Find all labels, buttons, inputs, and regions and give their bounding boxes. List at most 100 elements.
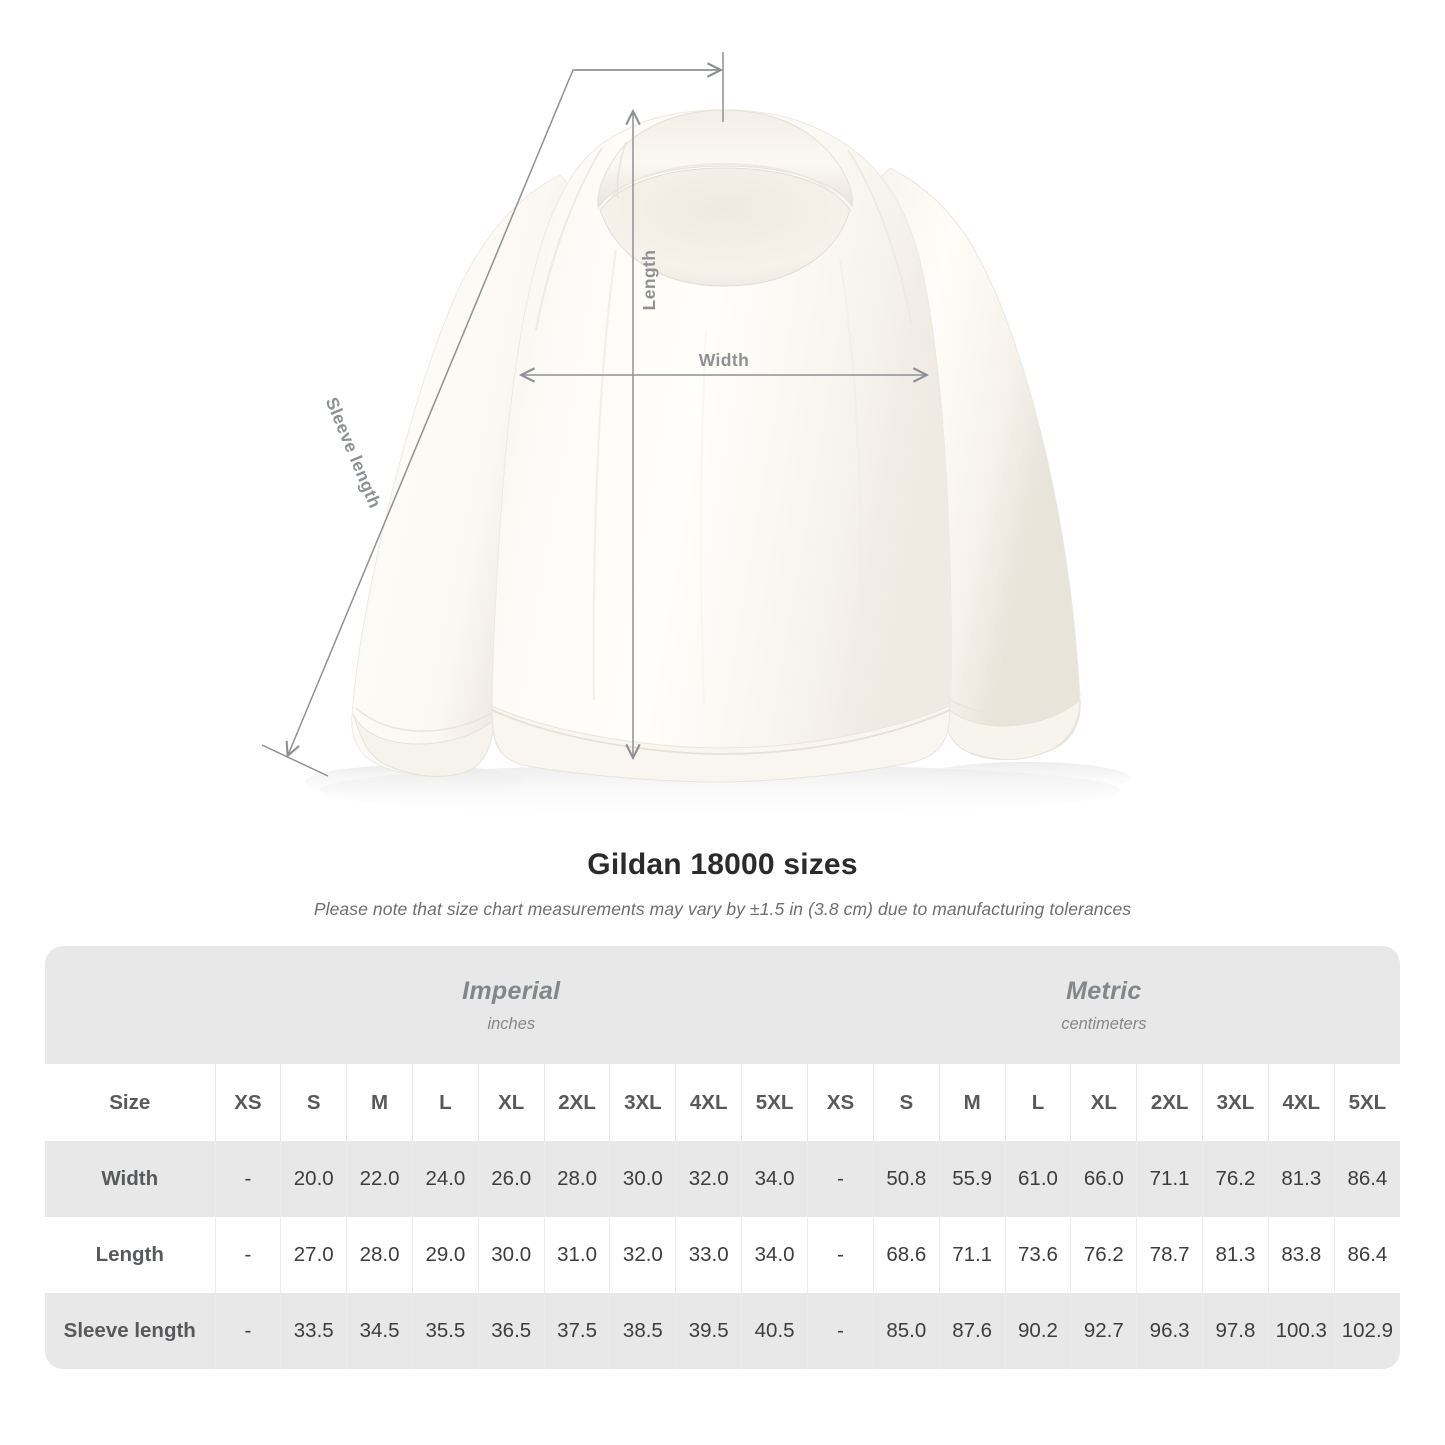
width-label: Width <box>699 350 749 370</box>
cell-length-imperial-xs: - <box>214 1217 281 1293</box>
cell-sleeve-imperial-m: 34.5 <box>346 1293 413 1369</box>
col-header-imperial-l: L <box>411 1064 479 1141</box>
sleeve-length-label: Sleeve length <box>322 394 386 511</box>
title-block: Gildan 18000 sizes Please note that size… <box>0 848 1445 920</box>
cell-width-imperial-3xl: 30.0 <box>609 1141 676 1217</box>
col-header-imperial-5xl: 5XL <box>741 1064 808 1141</box>
unit-group-imperial: Imperial inches <box>215 946 808 1064</box>
cell-sleeve-imperial-xl: 36.5 <box>477 1293 545 1369</box>
length-label: Length <box>639 250 659 311</box>
cell-sleeve-imperial-l: 35.5 <box>411 1293 479 1369</box>
cell-sleeve-imperial-2xl: 37.5 <box>543 1293 610 1369</box>
sleeve-length-end-tick <box>261 744 329 777</box>
cell-width-metric-2xl: 71.1 <box>1136 1141 1203 1217</box>
cell-sleeve-metric-4xl: 100.3 <box>1267 1293 1335 1369</box>
cell-width-imperial-2xl: 28.0 <box>543 1141 610 1217</box>
right-cuff <box>941 698 1081 760</box>
cell-length-imperial-3xl: 32.0 <box>609 1217 676 1293</box>
cell-sleeve-metric-xl: 92.7 <box>1070 1293 1137 1369</box>
cell-width-imperial-xs: - <box>214 1141 281 1217</box>
sleeve-shadow-right <box>920 762 1130 794</box>
col-header-metric-4xl: 4XL <box>1267 1064 1335 1141</box>
right-cuff-seam <box>941 693 1082 715</box>
unit-banner-row: Imperial inches Metric centimeters <box>45 946 1401 1064</box>
collar-outer <box>597 109 853 210</box>
col-header-imperial-m: M <box>346 1064 413 1141</box>
cell-width-imperial-l: 24.0 <box>411 1141 479 1217</box>
cell-width-metric-4xl: 81.3 <box>1267 1141 1335 1217</box>
cell-width-imperial-xl: 26.0 <box>477 1141 545 1217</box>
col-header-imperial-s: S <box>280 1064 347 1141</box>
tolerance-note: Please note that size chart measurements… <box>313 899 1132 919</box>
left-shoulder-seam <box>535 147 603 331</box>
sleeve-shadow-left <box>305 765 525 799</box>
garment-diagram-svg: Sleeve length Length Width <box>261 52 1130 816</box>
cell-length-imperial-l: 29.0 <box>411 1217 479 1293</box>
cell-width-metric-m: 55.9 <box>938 1141 1006 1217</box>
cell-sleeve-imperial-xs: - <box>214 1293 281 1369</box>
row-label-length: Length <box>45 1217 215 1293</box>
cell-length-metric-5xl: 86.4 <box>1333 1217 1401 1293</box>
cell-length-metric-4xl: 83.8 <box>1267 1217 1335 1293</box>
col-header-metric-l: L <box>1004 1064 1071 1141</box>
size-header-row: Size XS S M L XL 2XL 3XL 4XL 5XL XS S M … <box>45 1064 1401 1141</box>
col-header-imperial-xl: XL <box>477 1064 545 1141</box>
cell-width-imperial-s: 20.0 <box>280 1141 347 1217</box>
col-header-metric-xl: XL <box>1070 1064 1137 1141</box>
size-table-container: Imperial inches Metric centimeters Size … <box>45 946 1401 1369</box>
cell-sleeve-metric-2xl: 96.3 <box>1136 1293 1203 1369</box>
unit-group-metric: Metric centimeters <box>807 946 1401 1064</box>
col-header-imperial-2xl: 2XL <box>543 1064 610 1141</box>
garment-illustration: Sleeve length Length Width <box>261 52 1130 816</box>
cell-sleeve-metric-s: 85.0 <box>872 1293 940 1369</box>
left-cuff-seam <box>355 707 495 732</box>
body-fold-right <box>838 259 863 701</box>
cell-sleeve-metric-3xl: 97.8 <box>1202 1293 1269 1369</box>
cell-width-metric-l: 61.0 <box>1004 1141 1071 1217</box>
cell-sleeve-imperial-4xl: 39.5 <box>675 1293 742 1369</box>
cell-length-metric-xs: - <box>807 1217 874 1293</box>
right-shoulder-seam <box>847 149 913 327</box>
size-column-header: Size <box>45 1064 215 1141</box>
imperial-sub: inches <box>487 1014 536 1033</box>
unit-banner-spacer <box>45 946 215 1064</box>
cell-width-imperial-m: 22.0 <box>346 1141 413 1217</box>
row-label-sleeve-length: Sleeve length <box>45 1293 215 1369</box>
cell-sleeve-metric-m: 87.6 <box>938 1293 1006 1369</box>
col-header-imperial-xs: XS <box>214 1064 281 1141</box>
cell-sleeve-imperial-3xl: 38.5 <box>609 1293 676 1369</box>
bottom-hem <box>491 705 951 783</box>
cell-length-imperial-5xl: 34.0 <box>741 1217 808 1293</box>
cell-sleeve-metric-l: 90.2 <box>1004 1293 1071 1369</box>
cell-length-metric-3xl: 81.3 <box>1202 1217 1269 1293</box>
col-header-imperial-3xl: 3XL <box>609 1064 676 1141</box>
cell-width-metric-xl: 66.0 <box>1070 1141 1137 1217</box>
col-header-metric-5xl: 5XL <box>1333 1064 1401 1141</box>
collar-left-edge <box>616 141 627 199</box>
size-table: Imperial inches Metric centimeters Size … <box>45 946 1401 1369</box>
col-header-metric-3xl: 3XL <box>1202 1064 1269 1141</box>
col-header-metric-2xl: 2XL <box>1136 1064 1203 1141</box>
cell-length-metric-m: 71.1 <box>938 1217 1006 1293</box>
cell-width-metric-3xl: 76.2 <box>1202 1141 1269 1217</box>
cell-length-imperial-xl: 30.0 <box>477 1217 545 1293</box>
cell-sleeve-imperial-s: 33.5 <box>280 1293 347 1369</box>
cell-length-metric-s: 68.6 <box>872 1217 940 1293</box>
body-fold-left <box>592 249 618 701</box>
cell-length-metric-xl: 76.2 <box>1070 1217 1137 1293</box>
cell-width-metric-xs: - <box>807 1141 874 1217</box>
col-header-imperial-4xl: 4XL <box>675 1064 742 1141</box>
cell-length-imperial-2xl: 31.0 <box>543 1217 610 1293</box>
cell-width-metric-s: 50.8 <box>872 1141 940 1217</box>
cell-sleeve-metric-xs: - <box>807 1293 874 1369</box>
imperial-name: Imperial <box>462 976 561 1005</box>
metric-sub: centimeters <box>1061 1014 1147 1033</box>
table-row: Width - 20.0 22.0 24.0 26.0 28.0 30.0 32… <box>45 1141 1401 1217</box>
cell-width-imperial-5xl: 34.0 <box>741 1141 808 1217</box>
col-header-metric-m: M <box>938 1064 1006 1141</box>
neck-opening <box>599 167 851 287</box>
table-row: Length - 27.0 28.0 29.0 30.0 31.0 32.0 3… <box>45 1217 1401 1293</box>
cell-length-imperial-4xl: 33.0 <box>675 1217 742 1293</box>
cell-sleeve-metric-5xl: 102.9 <box>1333 1293 1401 1369</box>
